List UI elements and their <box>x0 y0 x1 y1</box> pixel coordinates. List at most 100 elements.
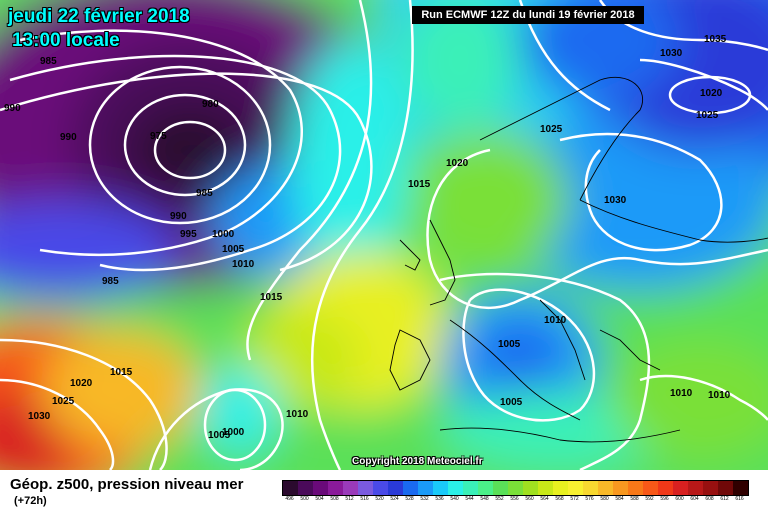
legend-label: 504 <box>315 496 324 502</box>
legend-swatch <box>373 481 388 495</box>
legend-swatch <box>628 481 643 495</box>
legend-label: 536 <box>435 496 444 502</box>
legend-swatch <box>463 481 478 495</box>
isobar-label: 980 <box>202 99 219 110</box>
legend-label: 556 <box>510 496 519 502</box>
legend-swatch <box>673 481 688 495</box>
coastlines <box>389 76 768 443</box>
legend-swatch <box>343 481 358 495</box>
legend-swatch <box>328 481 343 495</box>
legend-label: 608 <box>705 496 714 502</box>
legend-swatch <box>658 481 673 495</box>
legend-swatch <box>613 481 628 495</box>
legend-label: 500 <box>300 496 309 502</box>
legend-label: 576 <box>585 496 594 502</box>
isobar-label: 1000 <box>222 427 245 438</box>
isobar-label: 1005 <box>208 430 231 441</box>
legend-swatch <box>493 481 508 495</box>
geopotential-color-field <box>0 0 768 470</box>
legend-label: 532 <box>420 496 429 502</box>
isobar-label: 1010 <box>708 390 731 401</box>
isobar-label: 1010 <box>232 259 255 270</box>
isobar-label: 1020 <box>446 158 469 169</box>
legend-label: 548 <box>480 496 489 502</box>
legend-swatch <box>718 481 733 495</box>
legend-label: 612 <box>720 496 729 502</box>
legend-swatch <box>418 481 433 495</box>
isobar-label: 985 <box>40 56 57 67</box>
legend-swatch <box>553 481 568 495</box>
isobar-label: 1035 <box>704 34 727 45</box>
legend-label: 508 <box>330 496 339 502</box>
legend-swatch <box>478 481 493 495</box>
legend-swatch <box>508 481 523 495</box>
legend-swatch <box>598 481 613 495</box>
forecast-time: 13:00 locale <box>12 30 120 51</box>
isobar-label: 1030 <box>28 411 51 422</box>
legend-label: 572 <box>570 496 579 502</box>
geopotential-map-svg: 985 990 990 980 975 985 990 995 1000 100… <box>0 0 768 470</box>
copyright: Copyright 2018 Meteociel.fr <box>352 456 483 467</box>
legend-label: 552 <box>495 496 504 502</box>
isobar-label: 1020 <box>700 88 723 99</box>
isobar-label: 1025 <box>52 396 75 407</box>
isobar-label: 990 <box>170 211 187 222</box>
legend-swatch <box>403 481 418 495</box>
isobar-label: 1030 <box>604 195 627 206</box>
legend-label: 596 <box>660 496 669 502</box>
legend-bar <box>282 480 749 496</box>
isobar-label: 975 <box>150 131 167 142</box>
legend-label: 600 <box>675 496 684 502</box>
legend-label: 512 <box>345 496 354 502</box>
isobar-label: 995 <box>180 229 197 240</box>
legend-label: 564 <box>540 496 549 502</box>
isobar-labels: 985 990 990 980 975 985 990 995 1000 100… <box>4 34 731 441</box>
legend-label: 588 <box>630 496 639 502</box>
legend-swatch <box>703 481 718 495</box>
legend-swatch <box>283 481 298 495</box>
legend-label: 520 <box>375 496 384 502</box>
legend-label: 568 <box>555 496 564 502</box>
isobar-label: 1005 <box>500 397 523 408</box>
legend-swatch <box>448 481 463 495</box>
legend-label: 524 <box>390 496 399 502</box>
isobar-label: 985 <box>102 276 119 287</box>
legend-swatch <box>523 481 538 495</box>
legend-labels: 496 500 504 508 512 516 520 524 528 532 536 540 544 5… <box>282 496 749 502</box>
legend-swatch <box>433 481 448 495</box>
run-info: Run ECMWF 12Z du lundi 19 février 2018 <box>412 6 644 24</box>
isobar-label: 985 <box>196 188 213 199</box>
legend-swatch <box>538 481 553 495</box>
legend-swatch <box>313 481 328 495</box>
legend-swatch <box>298 481 313 495</box>
legend-label: 516 <box>360 496 369 502</box>
forecast-date: jeudi 22 février 2018 <box>8 6 190 27</box>
isobar-label: 1015 <box>260 292 283 303</box>
legend-label: 560 <box>525 496 534 502</box>
isobar-label: 1000 <box>212 229 235 240</box>
isobar-label: 990 <box>60 132 77 143</box>
isobar-label: 1010 <box>286 409 309 420</box>
legend-swatch <box>733 481 748 495</box>
isobar-label: 1005 <box>222 244 245 255</box>
legend-swatch <box>568 481 583 495</box>
isobar-label: 1015 <box>408 179 431 190</box>
isobar-label: 1005 <box>498 339 521 350</box>
legend-label: 528 <box>405 496 414 502</box>
legend-label: 616 <box>735 496 744 502</box>
legend-swatch <box>643 481 658 495</box>
legend-label: 584 <box>615 496 624 502</box>
legend-label: 580 <box>600 496 609 502</box>
isobar-label: 1010 <box>544 315 567 326</box>
legend-label: 540 <box>450 496 459 502</box>
weather-map: 985 990 990 980 975 985 990 995 1000 100… <box>0 0 768 470</box>
legend-label: 604 <box>690 496 699 502</box>
legend-swatch <box>583 481 598 495</box>
legend-swatch <box>388 481 403 495</box>
isobar-label: 1030 <box>660 48 683 59</box>
isobar-label: 1015 <box>110 367 133 378</box>
forecast-range: (+72h) <box>14 495 47 507</box>
isobar-label: 990 <box>4 103 21 114</box>
legend-label: 592 <box>645 496 654 502</box>
isobar-label: 1020 <box>70 378 93 389</box>
